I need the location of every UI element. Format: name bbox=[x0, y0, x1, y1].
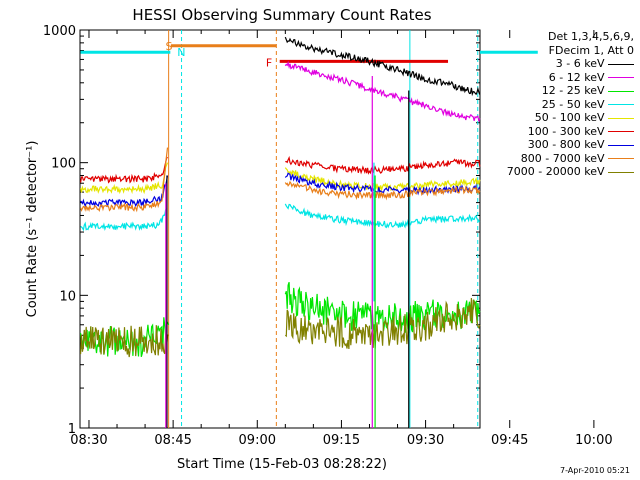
y-tick-label: 100 bbox=[51, 157, 76, 172]
legend-entry: 25 - 50 keV bbox=[484, 98, 634, 112]
x-tick-label: 09:45 bbox=[491, 433, 528, 448]
flag-label-f: F bbox=[266, 56, 272, 69]
legend-swatch bbox=[608, 117, 634, 119]
x-tick-label: 10:00 bbox=[575, 433, 612, 448]
legend-label: 50 - 100 keV bbox=[534, 111, 608, 124]
legend-label: 6 - 12 keV bbox=[548, 70, 608, 84]
legend-entry: 3 - 6 keV bbox=[484, 57, 634, 71]
x-axis-label: Start Time (15-Feb-03 08:28:22) bbox=[177, 457, 387, 472]
footer-date: 7-Apr-2010 05:21 bbox=[560, 466, 630, 475]
x-tick-label: 09:15 bbox=[323, 433, 360, 448]
legend-header-line: FDecim 1, Att 0 bbox=[548, 43, 634, 57]
series-line-5 bbox=[80, 156, 168, 184]
flag-label-s: S bbox=[165, 40, 172, 53]
legend-swatch bbox=[608, 158, 634, 159]
series-line-0 bbox=[284, 36, 481, 97]
series-line-5 bbox=[285, 155, 481, 175]
legend-entry: 50 - 100 keV bbox=[484, 111, 634, 125]
legend-label: 7000 - 20000 keV bbox=[506, 165, 608, 178]
series-line-4 bbox=[80, 162, 169, 195]
series-line-7 bbox=[284, 180, 481, 201]
legend-swatch bbox=[608, 131, 634, 132]
legend-label: 12 - 25 keV bbox=[541, 84, 608, 97]
series-line-8 bbox=[80, 325, 169, 358]
series-line-6 bbox=[80, 175, 169, 209]
plot-frame bbox=[79, 29, 481, 429]
legend-label: 300 - 800 keV bbox=[527, 138, 608, 151]
legend-swatch bbox=[608, 63, 634, 65]
series-line-3 bbox=[284, 203, 481, 229]
y-tick-label: 1000 bbox=[43, 24, 76, 39]
series-line-7 bbox=[80, 147, 169, 213]
legend-entry: 300 - 800 keV bbox=[484, 138, 634, 152]
plot-area: 08:30 08:45 09:00 09:15 09:30 09:45 10:00 1 10 10… bbox=[43, 24, 613, 448]
legend-entry: 100 - 300 keV bbox=[484, 125, 634, 139]
legend-swatch bbox=[608, 104, 634, 105]
y-tick-label: 1 bbox=[68, 422, 76, 437]
legend-label: 3 - 6 keV bbox=[555, 57, 608, 70]
flag-label-n: N bbox=[177, 46, 185, 59]
legend-swatch bbox=[608, 144, 634, 146]
x-tick-label: 08:45 bbox=[154, 433, 191, 448]
legend-label: 800 - 7000 keV bbox=[520, 151, 608, 165]
series-line-2 bbox=[284, 282, 481, 334]
x-tick-label: 09:00 bbox=[239, 433, 276, 448]
legend-swatch bbox=[608, 77, 634, 78]
legend-swatch bbox=[608, 171, 634, 173]
legend-entry: 12 - 25 keV bbox=[484, 84, 634, 98]
series-line-8 bbox=[284, 297, 481, 350]
legend-swatch bbox=[608, 90, 634, 92]
chart-title: HESSI Observing Summary Count Rates bbox=[132, 6, 431, 24]
legend-entry: 6 - 12 keV bbox=[484, 71, 634, 85]
legend-entry: 7000 - 20000 keV bbox=[484, 165, 634, 179]
x-tick-label: 09:30 bbox=[407, 433, 444, 448]
series-line-4 bbox=[284, 167, 481, 192]
x-tick-label: 08:30 bbox=[70, 433, 107, 448]
legend-label: 25 - 50 keV bbox=[541, 97, 608, 111]
legend-label: 100 - 300 keV bbox=[527, 124, 608, 138]
y-tick-label: 10 bbox=[59, 289, 76, 304]
legend-header-line: Det 1,3,4,5,6,9, bbox=[547, 30, 634, 43]
legend-entry: 800 - 7000 keV bbox=[484, 152, 634, 166]
series-line-3 bbox=[80, 207, 168, 232]
series-line-1 bbox=[284, 60, 481, 122]
y-axis-label: Count Rate (s⁻¹ detector⁻¹) bbox=[25, 141, 40, 318]
